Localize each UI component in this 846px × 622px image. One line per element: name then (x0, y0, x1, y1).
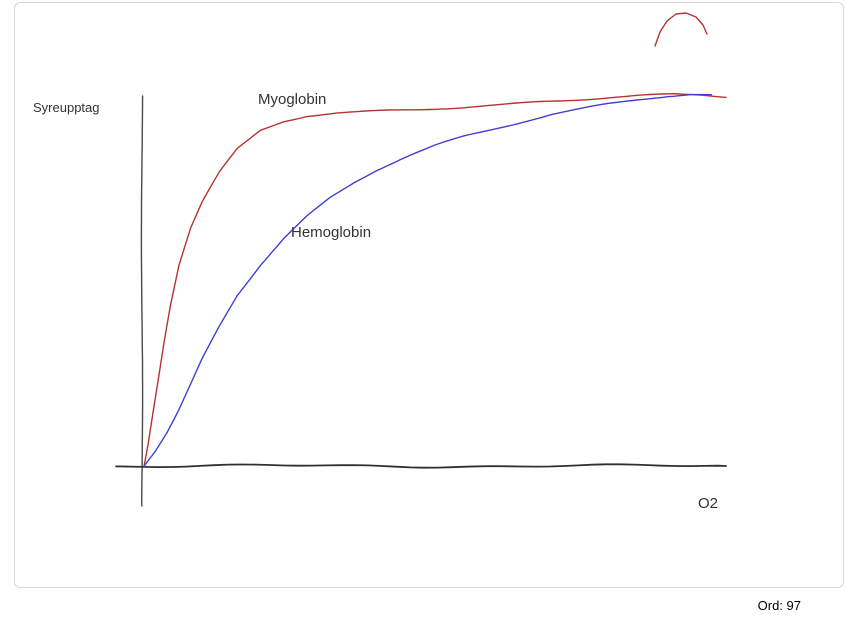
myoglobin-curve (143, 93, 727, 468)
word-count: Ord: 97 (757, 598, 801, 613)
y-axis-label: Syreupptag (33, 100, 100, 115)
y-axis-line (140, 95, 144, 507)
hemoglobin-curve (143, 93, 713, 467)
drawing-canvas[interactable]: Syreupptag Myoglobin Hemoglobin O2 (14, 2, 844, 588)
x-axis-label: O2 (698, 495, 719, 512)
x-axis-line (115, 463, 727, 469)
myoglobin-curve-label: Myoglobin (258, 91, 327, 108)
hemoglobin-curve-label: Hemoglobin (291, 224, 372, 241)
stray-red-mark (654, 12, 708, 47)
sketch-svg (115, 12, 727, 507)
